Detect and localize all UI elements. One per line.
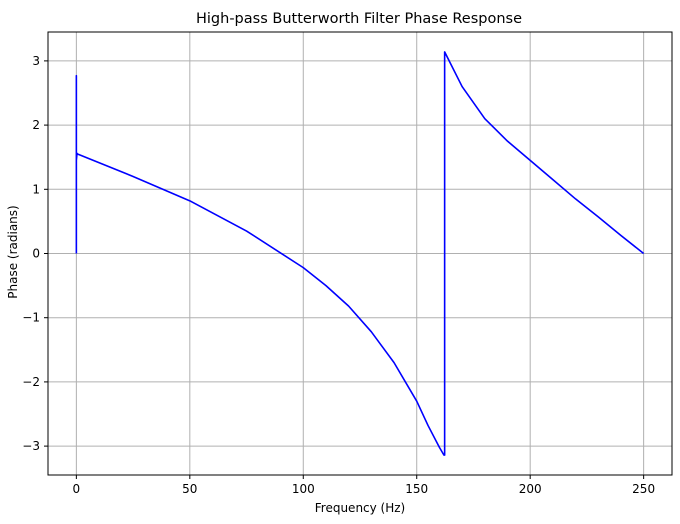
y-tick-label: −1 (22, 311, 40, 325)
axis-ticks: 0 50 100 150 200 250 −3 −2 −1 0 1 2 3 (22, 54, 655, 496)
x-tick-label: 0 (73, 482, 81, 496)
y-tick-label: −2 (22, 375, 40, 389)
x-tick-label: 50 (182, 482, 197, 496)
chart-title: High-pass Butterworth Filter Phase Respo… (196, 11, 522, 27)
x-tick-label: 250 (632, 482, 655, 496)
x-axis-label: Frequency (Hz) (315, 501, 406, 515)
y-tick-label: −3 (22, 439, 40, 453)
y-axis-label: Phase (radians) (6, 205, 20, 298)
y-tick-label: 0 (32, 247, 40, 261)
phase-series-line (75, 51, 645, 456)
y-tick-label: 2 (32, 118, 40, 132)
grid-lines (48, 32, 672, 475)
series-layer (75, 51, 645, 456)
x-tick-label: 200 (519, 482, 542, 496)
x-tick-label: 100 (292, 482, 315, 496)
y-tick-label: 3 (32, 54, 40, 68)
y-tick-label: 1 (32, 182, 40, 196)
x-tick-label: 150 (405, 482, 428, 496)
